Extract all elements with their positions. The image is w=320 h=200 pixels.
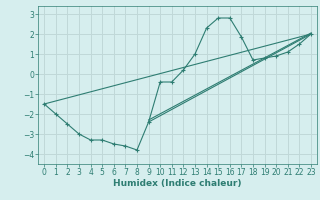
X-axis label: Humidex (Indice chaleur): Humidex (Indice chaleur) xyxy=(113,179,242,188)
